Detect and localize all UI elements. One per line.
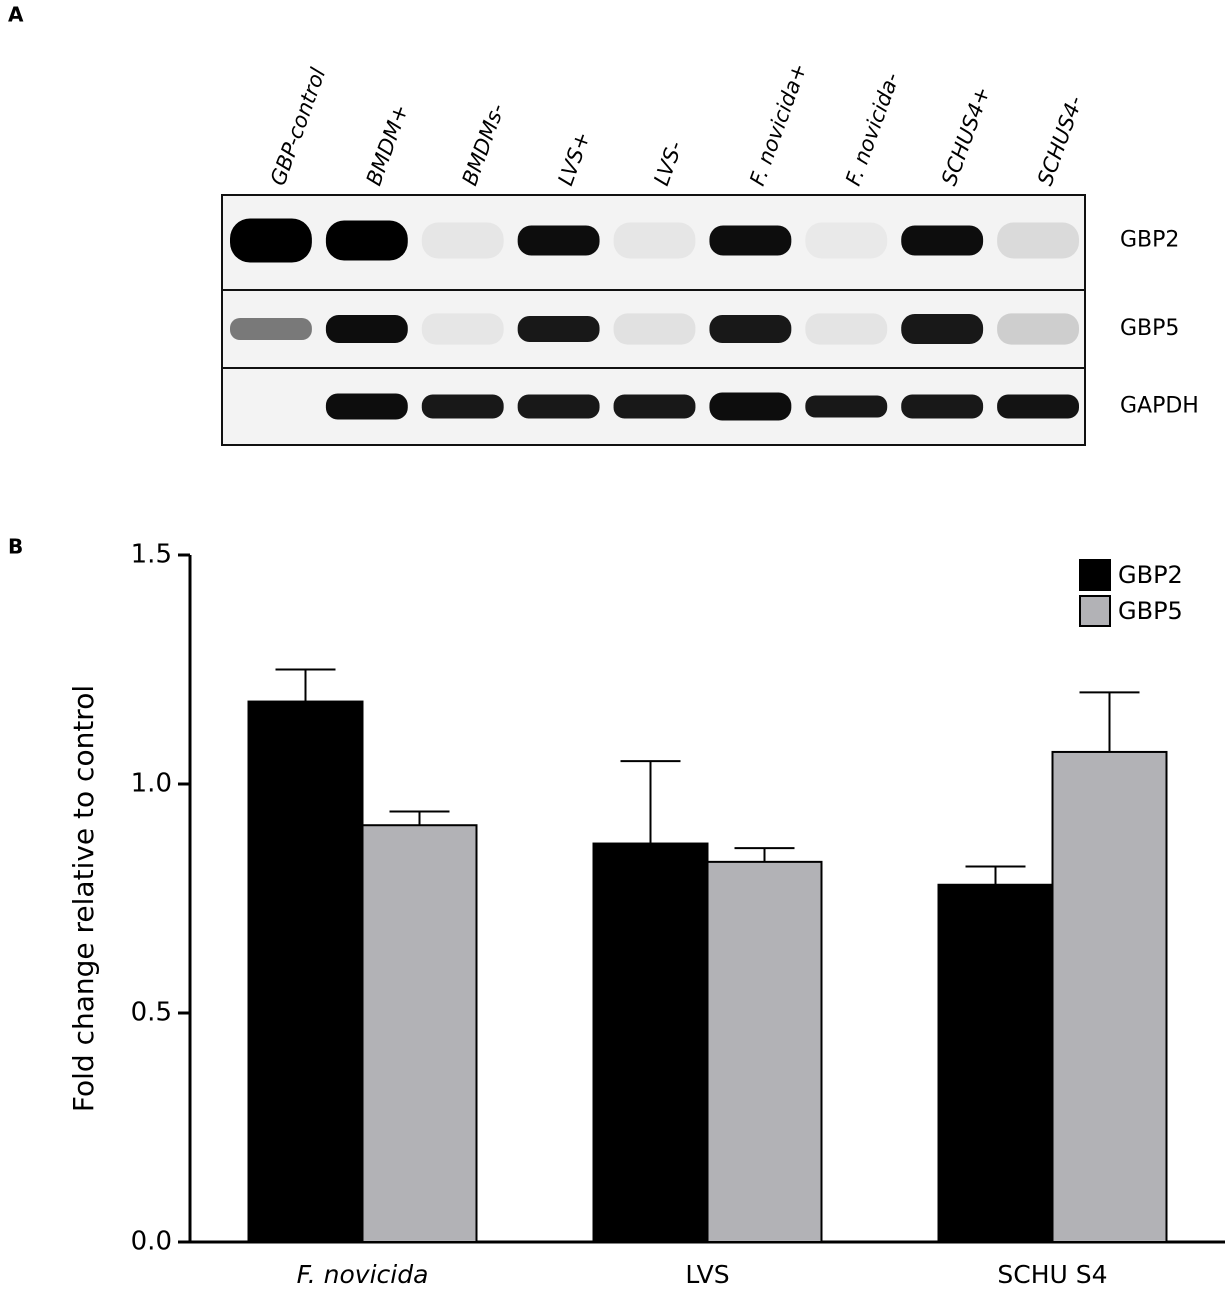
bar — [937, 883, 1054, 1243]
legend-label: GBP5 — [1118, 597, 1183, 625]
bar — [592, 842, 709, 1243]
blot-band — [805, 395, 888, 418]
blot-band — [709, 225, 792, 256]
blot-band — [613, 222, 696, 259]
y-tick-label: 1.5 — [131, 540, 172, 570]
lane-label: F. novicida- — [841, 69, 904, 188]
blot-band — [517, 316, 600, 342]
blot-band — [901, 314, 984, 344]
blot-band — [230, 318, 312, 340]
blot-band — [997, 313, 1079, 345]
blot-band — [709, 392, 792, 421]
blot-band — [325, 393, 408, 420]
blot-band — [517, 225, 600, 256]
blot-band — [325, 315, 408, 343]
blot-band — [997, 222, 1079, 259]
blot-row-label: GBP2 — [1120, 228, 1179, 253]
blot-band — [901, 394, 984, 419]
legend-swatch — [1079, 559, 1111, 591]
western-blot: GBP2 GBP5 GAPDH GBP-control BMDM+ BMDMs- LVS+ L… — [221, 60, 1199, 446]
bar — [361, 824, 478, 1243]
legend-label: GBP2 — [1118, 561, 1183, 589]
lane-label: LVS+ — [553, 128, 595, 188]
lane-label: GBP-control — [266, 65, 331, 189]
blot-band — [230, 218, 312, 263]
lane-label: BMDM+ — [362, 101, 413, 189]
blot-band — [709, 315, 792, 343]
blot-band — [421, 394, 504, 419]
blot-band — [613, 394, 696, 419]
blot-band — [901, 225, 984, 256]
lane-label: F. novicida+ — [745, 60, 811, 189]
y-tick-label: 1.0 — [131, 769, 172, 799]
lane-label: SCHUS4- — [1033, 93, 1088, 189]
blot-row-label: GAPDH — [1120, 394, 1199, 419]
legend-swatch — [1079, 595, 1111, 627]
lane-label: LVS- — [649, 138, 687, 189]
blot-band — [421, 222, 504, 259]
x-tick-label: SCHU S4 — [997, 1260, 1107, 1289]
bar — [247, 700, 364, 1243]
blot-band — [517, 394, 600, 419]
blot-band — [997, 394, 1079, 419]
y-tick-label: 0.0 — [131, 1227, 172, 1257]
blot-row-label: GBP5 — [1120, 316, 1179, 341]
lane-label: BMDMs- — [458, 100, 510, 188]
blot-band — [613, 313, 696, 345]
blot-band — [325, 220, 408, 261]
blot-band — [421, 313, 504, 345]
y-tick-label: 0.5 — [131, 998, 172, 1028]
lane-label: SCHUS4+ — [937, 83, 995, 188]
x-tick-label: F. novicida — [297, 1260, 429, 1289]
y-axis-title: Fold change relative to control — [67, 685, 100, 1112]
blot-band — [805, 222, 888, 259]
bar-chart: 0.0 0.5 1.0 1.5 Fold change relative to cont… — [67, 540, 1225, 1289]
bar — [1051, 750, 1168, 1243]
panel-label: B — [8, 535, 23, 559]
x-tick-label: LVS — [685, 1260, 729, 1289]
panel-label: A — [8, 3, 24, 27]
bar — [706, 860, 823, 1243]
blot-band — [805, 313, 888, 345]
